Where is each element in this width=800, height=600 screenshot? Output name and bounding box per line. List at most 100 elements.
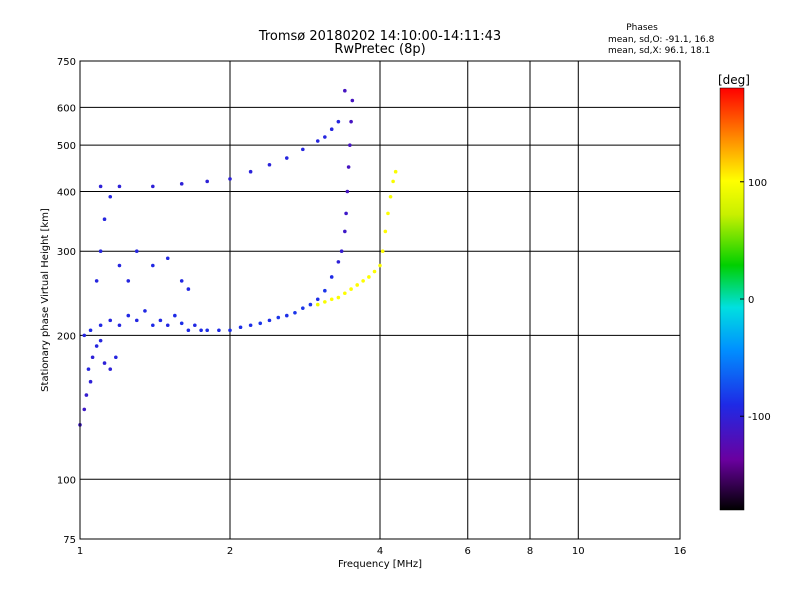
echo-point-o	[315, 139, 320, 143]
echo-point-o	[343, 229, 347, 234]
echo-point-o	[102, 217, 107, 222]
echo-point-o	[98, 338, 103, 343]
echo-point-o	[114, 355, 118, 360]
echo-point-o	[345, 189, 350, 194]
echo-point-o	[84, 393, 89, 397]
echo-point-x	[361, 279, 365, 283]
y-tick-label: 600	[57, 103, 76, 114]
echo-point-o	[205, 328, 209, 333]
y-axis-label: Stationary phase Virtual Height [km]	[40, 208, 51, 392]
echo-point-o	[199, 328, 203, 333]
echo-point-o	[258, 321, 263, 326]
plot-frame	[79, 60, 681, 540]
echo-point-o	[348, 143, 352, 147]
y-tick-label: 300	[57, 247, 76, 258]
echo-point-o	[94, 279, 99, 283]
chart-title: Tromsø 20180202 14:10:00-14:11:43	[258, 29, 501, 44]
echo-point-o	[186, 328, 191, 333]
echo-point-o	[88, 379, 93, 384]
echo-point-o	[117, 184, 122, 189]
echo-point-o	[98, 249, 103, 254]
echo-point-o	[339, 249, 344, 254]
y-tick-label: 200	[57, 331, 76, 342]
x-tick-labels: 1 2 4 6 8 10 16	[77, 546, 687, 557]
echo-point-o	[151, 323, 155, 328]
echo-point-o	[276, 315, 281, 320]
echo-point-o	[301, 306, 305, 310]
y-tick-label: 400	[57, 187, 76, 198]
echo-point-o	[267, 162, 272, 167]
echo-point-x	[372, 269, 377, 274]
echo-point-o	[98, 184, 103, 189]
x-tick-label: 10	[572, 546, 585, 557]
colorbar-tick-label: -100	[748, 412, 771, 423]
echo-point-x	[323, 300, 327, 304]
echo-point-x	[386, 211, 390, 216]
echo-point-o	[94, 344, 99, 348]
y-tick-label: 500	[57, 141, 76, 152]
echo-point-o	[108, 194, 113, 199]
echo-point-o	[151, 184, 155, 189]
chart-subtitle: RwPretec (8p)	[334, 42, 425, 57]
echo-point-o	[336, 260, 341, 264]
echo-point-o	[267, 318, 272, 323]
echo-point-o	[86, 367, 91, 371]
colorbar-tick-label: 0	[748, 295, 754, 306]
echo-point-x	[378, 263, 382, 268]
x-tick-label: 6	[465, 546, 471, 557]
echo-point-o	[238, 325, 243, 330]
echo-point-o	[217, 328, 221, 333]
echo-point-o	[323, 288, 327, 293]
echo-point-o	[349, 119, 353, 124]
echo-point-o	[315, 297, 320, 302]
echo-point-o	[344, 211, 348, 216]
echo-point-o	[108, 367, 113, 371]
stats-x: mean, sd,X: 96.1, 18.1	[608, 46, 710, 56]
echo-point-o	[126, 279, 131, 283]
echo-point-o	[350, 98, 355, 103]
x-tick-label: 1	[77, 546, 83, 557]
echo-point-o	[134, 318, 139, 323]
x-tick-label: 4	[377, 546, 383, 557]
echo-point-o	[82, 407, 87, 412]
x-axis-label: Frequency [MHz]	[338, 559, 422, 570]
echo-point-x	[343, 291, 347, 296]
echo-point-o	[179, 279, 184, 283]
echo-point-x	[315, 302, 320, 307]
echo-point-x	[393, 169, 398, 174]
echo-point-o	[179, 321, 184, 326]
y-tick-label: 75	[63, 535, 76, 546]
echo-point-o	[158, 318, 163, 323]
echo-point-o	[88, 328, 93, 333]
echo-point-o	[329, 275, 334, 279]
echo-point-o	[329, 127, 334, 131]
plot-area: 1 2 4 6 8 10 16 75 100 200 300 400 500 600 750	[57, 57, 686, 557]
echo-point-o	[102, 361, 107, 365]
echo-point-o	[308, 302, 313, 307]
echo-point-o	[284, 313, 289, 318]
echo-point-o	[134, 249, 139, 254]
echo-point-x	[336, 295, 341, 300]
echo-point-x	[383, 229, 388, 234]
echo-point-o	[323, 135, 327, 139]
y-tick-label: 100	[57, 475, 76, 486]
echo-point-o	[98, 323, 103, 328]
echo-point-x	[391, 179, 395, 184]
echo-point-x	[349, 287, 353, 291]
echo-point-x	[388, 194, 393, 199]
echo-point-o	[248, 323, 253, 328]
echo-point-o	[346, 165, 351, 169]
echo-point-o	[117, 263, 122, 268]
echo-point-x	[329, 297, 334, 302]
x-tick-label: 8	[527, 546, 533, 557]
echo-point-o	[179, 182, 184, 186]
echo-point-o	[117, 323, 122, 328]
colorbar-label: [deg]	[718, 73, 750, 87]
colorbar-ticks: 100 0 -100	[740, 178, 771, 423]
echo-point-o	[165, 323, 170, 328]
echo-point-x	[367, 275, 371, 279]
echo-point-o	[173, 313, 177, 318]
echo-point-o	[82, 333, 87, 338]
echo-point-o	[108, 318, 113, 323]
